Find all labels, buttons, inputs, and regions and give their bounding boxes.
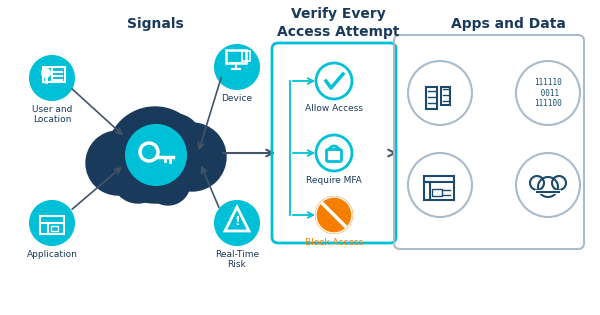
Circle shape	[316, 197, 352, 233]
Circle shape	[149, 114, 201, 166]
Circle shape	[112, 151, 164, 203]
Circle shape	[126, 125, 186, 185]
Circle shape	[215, 201, 259, 245]
Text: Device: Device	[221, 94, 253, 103]
FancyBboxPatch shape	[108, 137, 216, 172]
Circle shape	[120, 112, 176, 168]
Text: Block Access: Block Access	[305, 238, 363, 247]
Circle shape	[107, 107, 203, 203]
Text: 111110
 0011
111100: 111110 0011 111100	[534, 78, 562, 108]
Circle shape	[30, 201, 74, 245]
Circle shape	[146, 161, 190, 205]
Circle shape	[552, 176, 566, 190]
Circle shape	[146, 149, 152, 155]
Circle shape	[42, 69, 50, 77]
FancyBboxPatch shape	[537, 182, 559, 192]
Text: Verify Every
Access Attempt: Verify Every Access Attempt	[277, 7, 399, 39]
Text: User and
Location: User and Location	[32, 105, 72, 124]
Text: Allow Access: Allow Access	[305, 104, 363, 113]
Circle shape	[86, 131, 150, 195]
Circle shape	[316, 63, 352, 99]
Circle shape	[530, 176, 544, 190]
Circle shape	[538, 177, 558, 197]
Circle shape	[316, 135, 352, 171]
Circle shape	[30, 56, 74, 100]
Circle shape	[158, 123, 226, 191]
Text: Application: Application	[26, 250, 77, 259]
Text: Signals: Signals	[127, 17, 184, 31]
Text: !: !	[234, 215, 240, 228]
Text: Apps and Data: Apps and Data	[451, 17, 565, 31]
Circle shape	[215, 45, 259, 89]
Text: Require MFA: Require MFA	[306, 176, 362, 185]
Text: Real-Time
Risk: Real-Time Risk	[215, 250, 259, 269]
